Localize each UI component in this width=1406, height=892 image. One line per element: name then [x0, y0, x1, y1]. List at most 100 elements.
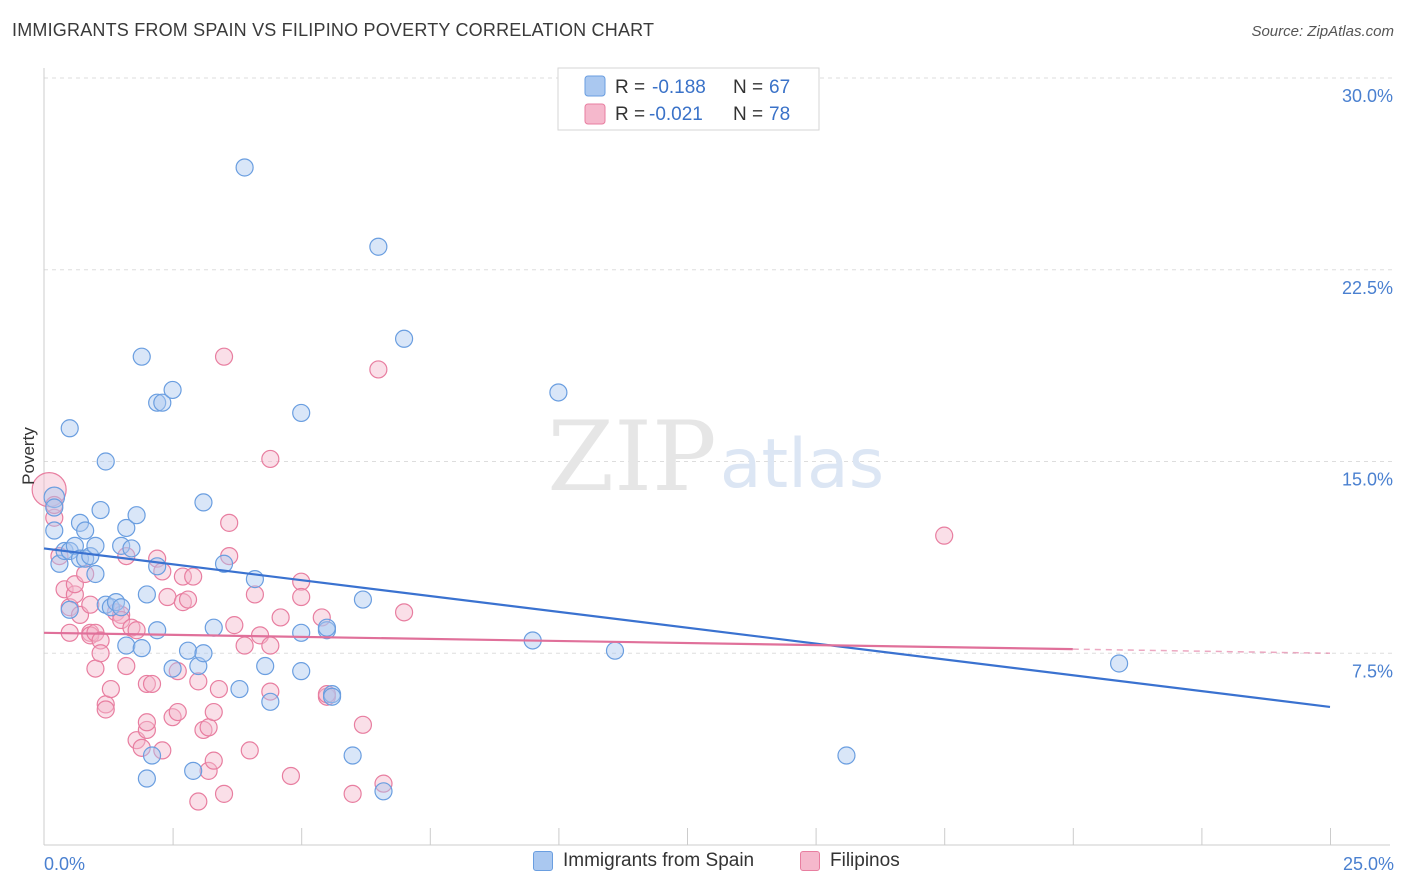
bottom-legend: Immigrants from Spain Filipinos — [0, 850, 1406, 880]
spain-point-66 — [1109, 654, 1129, 673]
x-ticks — [172, 828, 1331, 845]
spain-point-0 — [43, 486, 66, 509]
spain-point-41 — [194, 644, 213, 663]
spain-point-16 — [91, 500, 110, 520]
spain-point-42 — [194, 493, 213, 512]
trend-line-dashed-1 — [1072, 648, 1331, 654]
spain-point-1 — [45, 521, 64, 540]
filipinos-point-25 — [117, 656, 136, 676]
filipinos-point-27 — [127, 621, 146, 640]
spain-point-58 — [353, 590, 373, 609]
spain-point-15 — [86, 564, 105, 584]
filipinos-point-63 — [261, 449, 280, 469]
filipinos-point-68 — [281, 766, 301, 786]
legend: R = -0.188 N = 67 R = -0.021 N = 78 — [557, 67, 820, 131]
filipinos-point-50 — [204, 702, 223, 722]
bottom-legend-spain: Immigrants from Spain — [533, 850, 754, 872]
filipinos-point-64 — [261, 682, 280, 701]
filipinos-point-58 — [235, 636, 254, 655]
spain-point-17 — [96, 452, 115, 471]
filipinos-point-49 — [199, 718, 218, 737]
spain-point-38 — [178, 641, 198, 660]
filipinos-point-23 — [112, 610, 131, 630]
spain-point-59 — [369, 237, 388, 256]
filipinos-point-19 — [96, 700, 115, 719]
spain-point-34 — [153, 393, 172, 412]
watermark-atlas: atlas — [720, 425, 884, 504]
filipinos-point-75 — [374, 774, 393, 793]
spain-point-45 — [230, 679, 249, 699]
filipinos-point-40 — [168, 702, 187, 722]
filipinos-point-57 — [225, 616, 244, 635]
spain-point-7 — [60, 419, 79, 438]
filipinos-point-51 — [204, 751, 223, 770]
source-label: Source: ZipAtlas.com — [1251, 23, 1394, 40]
spain-point-56 — [322, 687, 342, 706]
filipinos-point-41 — [173, 567, 192, 586]
filipinos-points — [31, 347, 954, 811]
spain-point-23 — [117, 636, 136, 655]
spain-point-49 — [261, 692, 280, 711]
spain-point-64 — [605, 641, 625, 660]
bottom-legend-swatch-spain — [533, 851, 553, 871]
filipinos-point-59 — [240, 741, 259, 760]
legend-n-label-1: N = — [733, 77, 763, 98]
filipinos-point-55 — [220, 513, 239, 532]
spain-point-60 — [374, 782, 393, 801]
spain-points — [43, 158, 1129, 801]
watermark-zip: ZIP — [547, 401, 716, 513]
filipinos-point-30 — [137, 674, 156, 694]
filipinos-point-53 — [214, 784, 234, 803]
filipinos-point-17 — [91, 644, 110, 663]
spain-point-63 — [549, 383, 568, 402]
filipinos-point-12 — [81, 595, 100, 614]
bottom-legend-label-filipinos: Filipinos — [830, 850, 900, 871]
filipinos-point-62 — [261, 636, 280, 655]
legend-n-value-1: 67 — [769, 77, 790, 98]
filipinos-point-42 — [173, 593, 192, 612]
legend-r-label-2: R = — [615, 104, 645, 125]
filipinos-point-4 — [55, 580, 74, 599]
spain-point-36 — [163, 380, 182, 400]
spain-point-20 — [106, 593, 126, 612]
filipinos-point-73 — [353, 715, 373, 734]
y-axis-title: Poverty — [19, 427, 38, 485]
filipinos-point-38 — [163, 708, 182, 727]
trend-lines — [43, 547, 1331, 709]
spain-point-61 — [394, 329, 414, 348]
filipinos-point-48 — [199, 761, 218, 780]
y-tick-label-2: 22.5% — [1342, 278, 1393, 298]
x-tick-label-min: 0.0% — [44, 854, 85, 874]
spain-point-54 — [317, 618, 337, 637]
bottom-legend-filipinos: Filipinos — [800, 850, 900, 872]
spain-point-43 — [204, 618, 223, 637]
spain-point-44 — [214, 554, 234, 573]
spain-point-50 — [292, 403, 311, 423]
trend-line-1 — [43, 631, 1073, 651]
spain-point-24 — [117, 518, 136, 538]
spain-point-19 — [101, 598, 120, 617]
filipinos-point-36 — [153, 741, 172, 760]
legend-n-label-2: N = — [733, 104, 763, 125]
y-tick-label-1: 15.0% — [1342, 470, 1393, 490]
spain-point-11 — [76, 521, 95, 540]
filipinos-point-74 — [369, 360, 388, 379]
y-tick-label-0: 7.5% — [1352, 661, 1393, 681]
legend-n-value-2: 78 — [769, 104, 790, 125]
gridlines — [44, 77, 1392, 654]
filipinos-point-45 — [189, 672, 208, 691]
spain-point-6 — [60, 600, 79, 619]
spain-point-52 — [292, 662, 311, 681]
filipinos-point-52 — [209, 679, 228, 699]
filipinos-point-47 — [194, 720, 213, 740]
spain-point-25 — [122, 539, 141, 558]
spain-point-29 — [137, 769, 156, 788]
filipinos-point-67 — [292, 587, 311, 607]
spain-point-48 — [256, 656, 275, 676]
y-tick-labels: 7.5% 15.0% 22.5% 30.0% — [1342, 86, 1393, 681]
spain-point-31 — [142, 746, 162, 765]
filipinos-point-65 — [271, 608, 290, 627]
filipinos-point-60 — [245, 585, 265, 604]
filipinos-point-1 — [45, 508, 64, 527]
filipinos-point-76 — [394, 603, 414, 622]
